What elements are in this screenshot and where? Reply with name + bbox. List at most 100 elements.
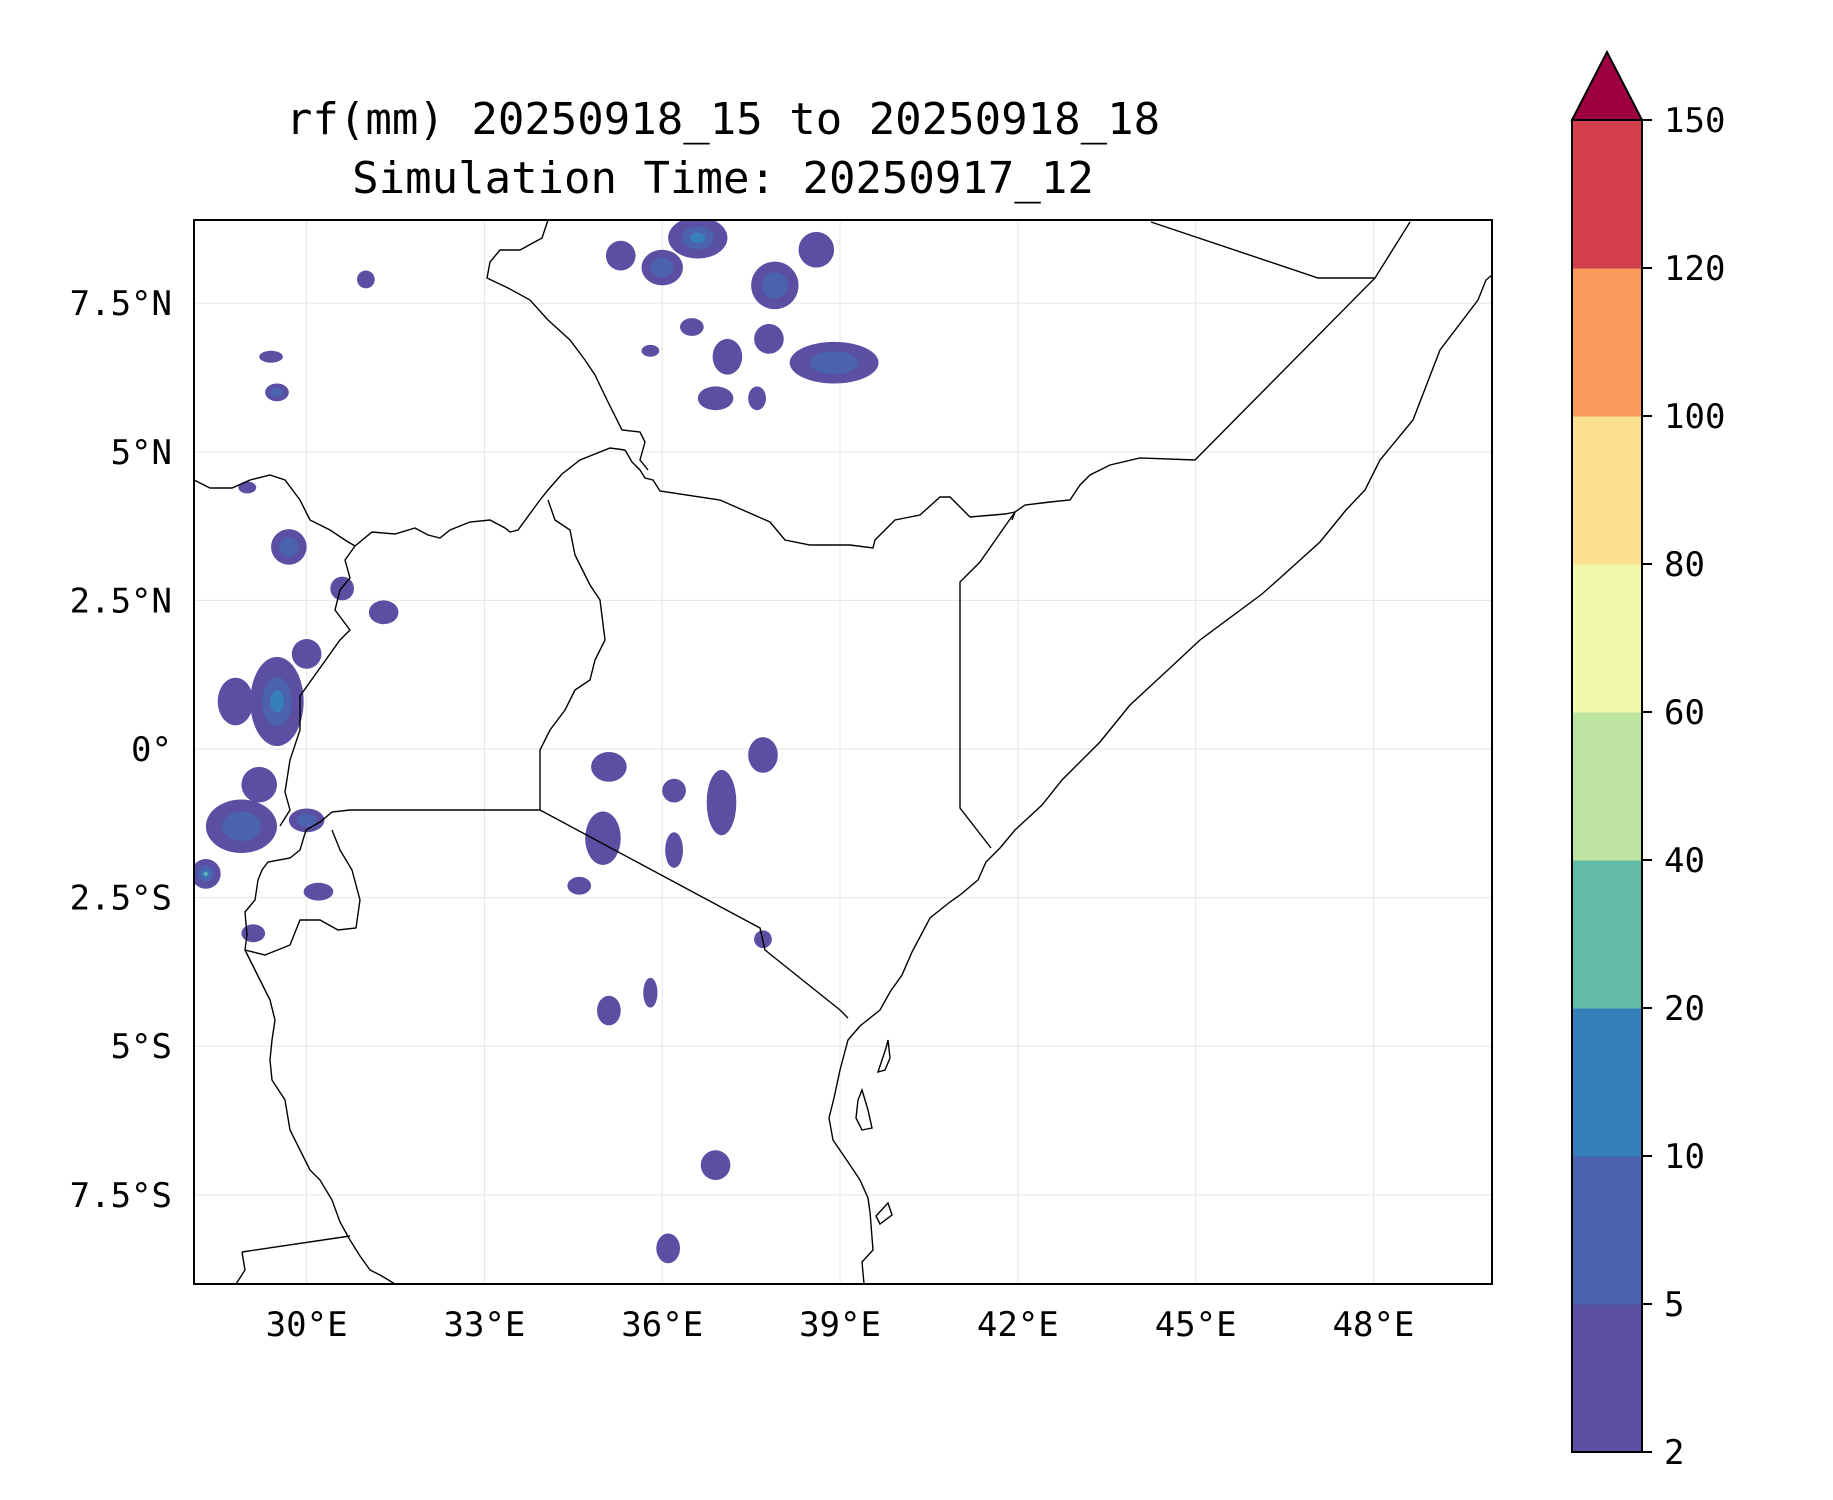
colorbar-tick-label: 80 [1664,545,1705,585]
rain-cell [330,576,355,601]
rain-cell [643,977,658,1008]
colorbar-tick-label: 100 [1664,397,1725,437]
rain-cell [712,338,743,375]
rain-cell [656,1233,681,1264]
colorbar-segment [1572,120,1642,269]
rain-cell [665,832,683,868]
x-tick-label: 33°E [443,1305,525,1345]
rain-cell [597,995,621,1026]
colorbar-segment [1572,1304,1642,1453]
border-south-sudan-drc [194,474,356,547]
rain-cell-core [270,387,284,398]
colorbar: 2 5 10 20 40 60 80 100 120 150 [1570,49,1725,1473]
colorbar-frame [1571,119,1643,1453]
rain-cell [238,481,257,494]
rain-cell [217,677,254,726]
island-zanzibar [855,1087,873,1131]
rain-cell [356,270,375,289]
rain-cell [591,752,627,782]
colorbar-tick-label: 120 [1664,249,1725,289]
rain-cell-core [761,272,788,299]
border-ethiopia-somalia [1014,221,1411,513]
colorbar-segment [1572,1156,1642,1305]
rain-cell [241,766,277,803]
y-axis-ticks: 7.5°N 5°N 2.5°N 0° 2.5°S 5°S 7.5°S [70,284,172,1216]
y-tick-label: 2.5°S [70,879,172,919]
y-tick-label: 0° [131,730,172,770]
rain-cell-core [221,811,261,842]
rain-cell [798,231,835,268]
border-tanzania-west [244,949,396,1284]
y-tick-label: 7.5°S [70,1176,172,1216]
island-mafia [875,1201,893,1226]
border-ethiopia-south-sudan [354,447,626,547]
rain-cell [748,386,766,411]
colorbar-segment [1572,564,1642,713]
rain-cell [662,778,686,803]
border-uganda-kenya [539,499,606,810]
rain-cell-core [204,872,208,876]
colorbar-tick-label: 10 [1664,1137,1705,1177]
rain-cell [259,350,283,363]
coastline [828,274,1492,1284]
title-line-1: rf(mm) 20250918_15 to 20250918_18 [286,94,1160,145]
x-tick-label: 36°E [621,1305,703,1345]
rain-cell-core [270,690,284,713]
map-frame [193,219,1493,1285]
rain-cell [700,1150,731,1180]
map-background [194,220,1492,1284]
rain-cell-core [690,232,706,244]
border-ethiopia-south [624,449,1016,549]
country-borders [194,220,1492,1284]
rainfall-field [194,220,879,1264]
rain-cell [706,769,737,836]
rain-cell [291,639,322,669]
y-tick-label: 5°S [111,1027,172,1067]
colorbar-tick-label: 40 [1664,841,1705,881]
colorbar-segment [1572,268,1642,417]
border-uganda-tanzania [305,809,540,831]
rain-cell [748,737,778,773]
x-tick-label: 45°E [1155,1305,1237,1345]
colorbar-tick-label: 5 [1664,1285,1684,1325]
border-kenya-somalia [959,511,1016,849]
x-tick-label: 48°E [1333,1305,1415,1345]
rain-cell [605,240,636,271]
rain-cell [754,324,784,354]
x-tick-label: 30°E [266,1305,348,1345]
rain-cell [303,882,334,901]
rain-cell [241,924,266,943]
y-tick-label: 2.5°N [70,581,172,621]
colorbar-extend-arrow [1570,49,1644,121]
border-kenya-tanzania [539,809,849,1019]
border-rwanda-burundi [244,829,361,956]
colorbar-tick-label: 60 [1664,693,1705,733]
rain-cell [585,811,621,865]
border-tanzania-zambia [241,1235,351,1253]
rain-cell [697,386,734,411]
colorbar-segment [1572,860,1642,1009]
border-uganda-drc [279,545,356,827]
rain-cell [567,876,592,895]
island-pemba [876,1039,891,1074]
colorbar-segment [1572,712,1642,861]
colorbar-tick-label: 20 [1664,989,1705,1029]
x-axis-ticks: 30°E 33°E 36°E 39°E 42°E 45°E 48°E [266,1305,1415,1345]
colorbar-tick-label: 2 [1664,1433,1684,1473]
x-tick-label: 42°E [977,1305,1059,1345]
rain-cell-core [296,813,317,827]
colorbar-segment [1572,416,1642,565]
rain-cell-core [279,537,299,557]
x-tick-label: 39°E [799,1305,881,1345]
border-somaliland [1150,221,1375,279]
y-tick-label: 5°N [111,433,172,473]
colorbar-tick-label: 150 [1664,101,1725,141]
border-zambia-west [235,1251,246,1284]
map-gridlines [194,220,1492,1284]
rain-cell [641,344,660,357]
colorbar-segment [1572,1008,1642,1157]
rain-cell-core [650,257,674,278]
title-line-2: Simulation Time: 20250917_12 [352,153,1094,204]
rain-cell [368,600,399,625]
